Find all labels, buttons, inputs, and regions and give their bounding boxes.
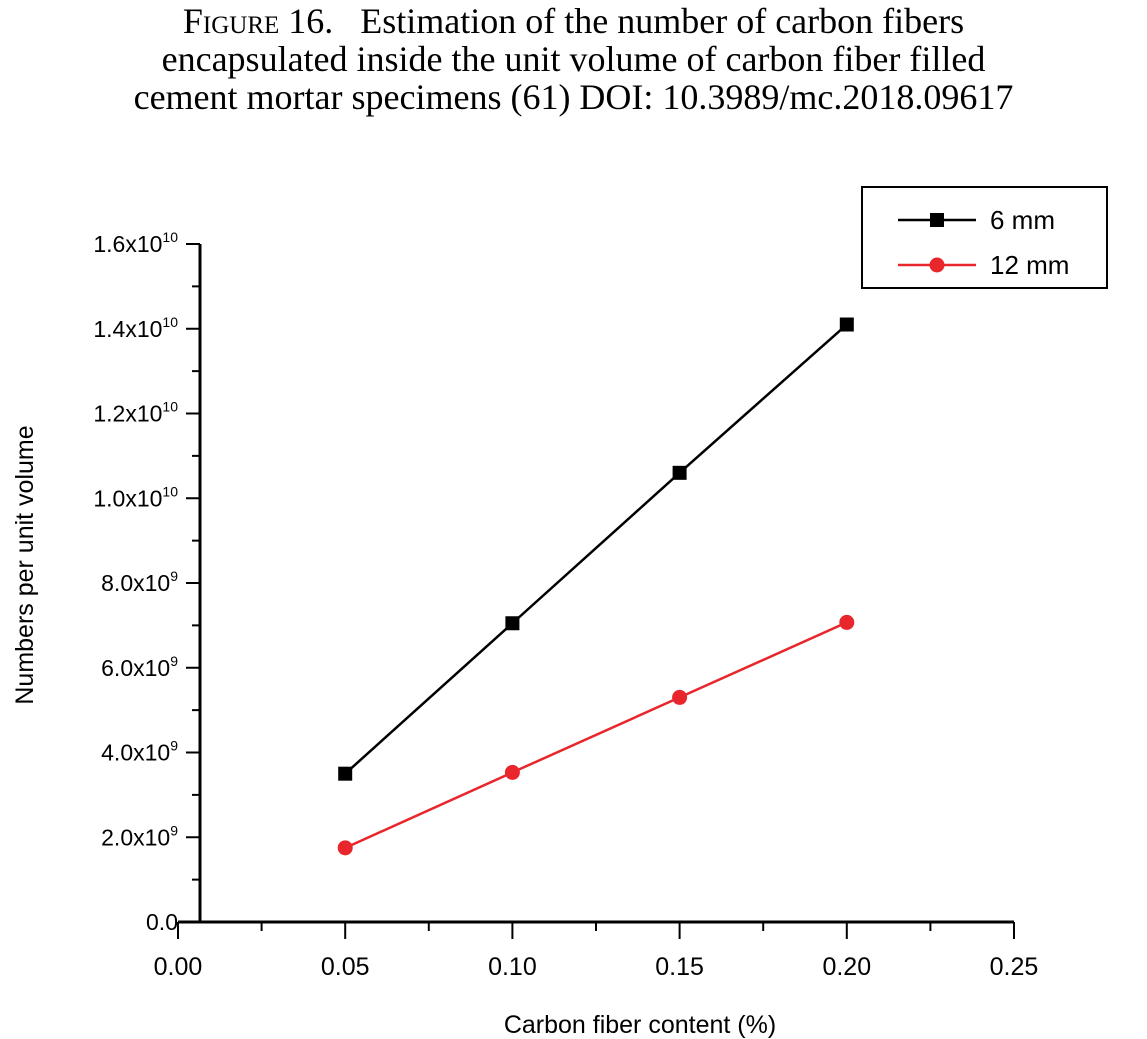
caption-line-1: Figure 16. Estimation of the number of c…: [0, 2, 1147, 40]
axes: 0.00 0.05 0.10 0.15 0.20 0.25 0.0 2.0x109 4.0x10…: [93, 229, 1038, 981]
caption-text-1: Estimation of the number of carbon fiber…: [360, 1, 965, 41]
data-point-circle: [504, 764, 520, 780]
data-point-circle: [839, 614, 855, 630]
x-tick-label: 0.20: [822, 953, 871, 981]
y-tick-label: 4.0x109: [101, 738, 178, 766]
legend: 6 mm 12 mm: [861, 186, 1108, 289]
y-tick-label: 8.0x109: [101, 568, 178, 596]
legend-marker-circle: [929, 257, 945, 273]
data-point-square: [338, 766, 353, 781]
y-tick-label: 0.0: [146, 909, 178, 935]
series-line-1: [344, 323, 848, 775]
legend-label-2: 12 mm: [990, 250, 1069, 280]
y-tick-label: 1.0x1010: [93, 483, 178, 511]
x-axis-label: Carbon fiber content (%): [504, 1011, 776, 1039]
x-tick-label: 0.05: [321, 953, 370, 981]
data-point-square: [672, 465, 687, 480]
plot-area: [337, 317, 855, 856]
data-point-circle: [337, 840, 353, 856]
y-tick-label: 1.6x1010: [93, 229, 178, 257]
legend-box: [861, 186, 1108, 289]
caption-figure-label: Figure 16.: [182, 1, 334, 41]
figure-caption: Figure 16. Estimation of the number of c…: [0, 2, 1147, 116]
y-tick-label: 1.2x1010: [93, 399, 178, 427]
series-line-2: [344, 621, 848, 849]
x-tick-label: 0.10: [488, 953, 537, 981]
caption-line-3: cement mortar specimens (61) DOI: 10.398…: [133, 77, 1014, 117]
x-tick-label: 0.00: [154, 953, 203, 981]
y-tick-label: 1.4x1010: [93, 314, 178, 342]
caption-line-2: encapsulated inside the unit volume of c…: [161, 39, 986, 79]
y-tick-label: 2.0x109: [101, 822, 178, 850]
data-point-circle: [672, 689, 688, 705]
x-tick-label: 0.25: [990, 953, 1039, 981]
y-axis-label: Numbers per unit volume: [11, 425, 39, 704]
y-tick-label: 6.0x109: [101, 653, 178, 681]
legend-marker-square: [930, 213, 944, 227]
data-point-square: [839, 317, 854, 332]
x-tick-label: 0.15: [655, 953, 704, 981]
data-point-square: [505, 616, 520, 631]
legend-label-1: 6 mm: [990, 205, 1055, 235]
